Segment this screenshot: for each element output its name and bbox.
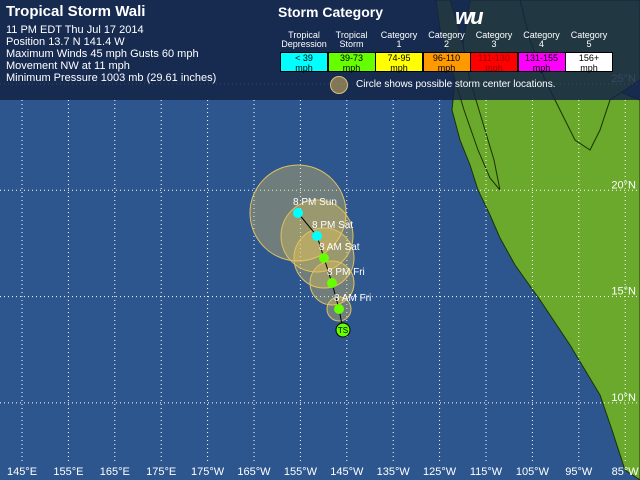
- forecast-label: 8 PM Fri: [327, 267, 365, 278]
- category-unit: mph: [485, 62, 503, 73]
- category: Category 1 74-95 mph: [375, 31, 423, 72]
- forecast-point: [334, 304, 344, 314]
- category-name: Category 2: [423, 31, 471, 51]
- category: Tropical Depression < 39 mph: [280, 31, 328, 72]
- cone-sample: [330, 76, 348, 94]
- category: Category 2 96-110 mph: [422, 31, 471, 73]
- longitude-label: 115°W: [470, 466, 503, 478]
- info-line: Maximum Winds 45 mph Gusts 60 mph: [6, 48, 199, 60]
- current-position: [335, 322, 351, 338]
- info-line: 11 PM EDT Thu Jul 17 2014: [6, 24, 144, 36]
- forecast-point: [319, 253, 329, 263]
- longitude-label: 85°W: [612, 466, 640, 478]
- longitude-label: 145°W: [330, 466, 364, 478]
- latitude-label: 10°N: [611, 392, 636, 404]
- forecast-label: 8 AM Fri: [334, 293, 371, 304]
- info-line: Minimum Pressure 1003 mb (29.61 inches): [6, 72, 217, 84]
- category-unit: mph: [390, 62, 408, 73]
- category-name: Tropical Storm: [328, 31, 376, 51]
- category-range: < 39: [295, 53, 313, 63]
- category-swatch: 111-130 mph: [470, 52, 518, 72]
- category-range: 96-110: [432, 53, 461, 63]
- category-name-line: 5: [586, 39, 592, 49]
- category-name-line: 4: [538, 39, 544, 49]
- longitude-label: 175°E: [146, 466, 176, 478]
- latitude-label: 15°N: [611, 286, 636, 298]
- category-name: Category 3: [470, 31, 518, 51]
- forecast-point: [327, 278, 337, 288]
- category-range: 131-155: [524, 53, 559, 63]
- category: Category 4 131-155 mph: [517, 31, 566, 73]
- forecast-label: 8 PM Sun: [293, 197, 337, 208]
- storm-title: Tropical Storm Wali: [6, 3, 146, 20]
- category-swatch: 156+ mph: [565, 52, 613, 72]
- category-name-line: Category: [380, 30, 418, 40]
- category-unit: mph: [580, 62, 598, 73]
- legend-title: Storm Category: [278, 4, 384, 20]
- category-range: 39-73: [339, 53, 364, 63]
- longitude-label: 155°W: [284, 466, 318, 478]
- category-name-line: Depression: [281, 39, 327, 49]
- longitude-label: 155°E: [53, 466, 83, 478]
- category-name-line: Category: [428, 30, 465, 40]
- category-name-line: Category: [523, 30, 560, 40]
- longitude-label: 105°W: [516, 466, 550, 478]
- longitude-label: 95°W: [565, 466, 593, 478]
- category-name-line: Tropical: [335, 30, 368, 40]
- category-name-line: 2: [443, 39, 449, 49]
- category-swatch: 96-110 mph: [422, 52, 471, 73]
- category-swatch: 74-95 mph: [375, 52, 423, 72]
- category-swatch: < 39 mph: [280, 52, 328, 72]
- current-label: TS: [338, 326, 348, 335]
- header-band: [0, 0, 640, 100]
- category: Tropical Storm 39-73 mph: [327, 31, 376, 73]
- latitude-label: 20°N: [611, 179, 636, 191]
- category-swatch: 131-155 mph: [517, 52, 566, 73]
- category-range: 156+: [578, 53, 600, 63]
- longitude-label: 165°W: [237, 466, 271, 478]
- storm-info: 11 PM EDT Thu Jul 17 2014 Position 13.7 N…: [6, 24, 216, 84]
- category-unit: mph: [437, 62, 456, 73]
- longitude-label: 125°W: [423, 466, 457, 478]
- category-range: 111-130: [478, 53, 510, 63]
- forecast-point: [312, 231, 322, 241]
- longitude-label: 175°W: [191, 466, 225, 478]
- category-unit: mph: [342, 62, 361, 73]
- category-name-line: Category: [570, 30, 608, 40]
- category-name-line: 3: [491, 39, 497, 49]
- forecast-label: 8 PM Sat: [312, 220, 353, 231]
- category-range: 74-95: [387, 53, 411, 63]
- forecast-label: 8 AM Sat: [319, 242, 360, 253]
- category: Category 3 111-130 mph: [470, 31, 518, 72]
- category-unit: mph: [295, 62, 313, 73]
- category: Category 5 156+ mph: [565, 31, 613, 72]
- category-name: Category 4: [518, 31, 566, 51]
- longitude-label: 145°E: [7, 466, 37, 478]
- category-name: Category 1: [375, 31, 423, 51]
- longitude-label: 165°E: [100, 466, 130, 478]
- info-line: Position 13.7 N 141.4 W: [6, 36, 125, 48]
- info-line: Movement NW at 11 mph: [6, 60, 130, 72]
- category-name-line: 1: [396, 39, 402, 49]
- forecast-point: [293, 208, 303, 218]
- category-name-line: Storm: [339, 39, 364, 49]
- longitude-label: 135°W: [377, 466, 411, 478]
- category-unit: mph: [532, 62, 551, 73]
- legend-note: Circle shows possible storm center locat…: [356, 79, 556, 90]
- logo: wu: [455, 4, 484, 29]
- category-name: Category 5: [565, 31, 613, 51]
- category-name-line: Tropical: [288, 30, 320, 40]
- category-name: Tropical Depression: [280, 31, 328, 51]
- category-name-line: Category: [475, 30, 513, 40]
- category-swatch: 39-73 mph: [327, 52, 376, 73]
